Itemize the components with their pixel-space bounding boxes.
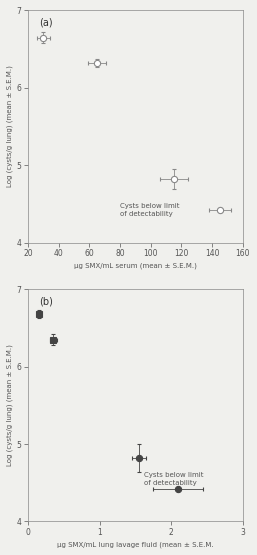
- Text: Cysts below limit
of detectability: Cysts below limit of detectability: [120, 203, 180, 217]
- X-axis label: μg SMX/mL serum (mean ± S.E.M.): μg SMX/mL serum (mean ± S.E.M.): [74, 263, 197, 269]
- Text: Cysts below limit
of detectability: Cysts below limit of detectability: [144, 472, 204, 486]
- Text: (a): (a): [39, 17, 52, 27]
- Text: (b): (b): [39, 296, 53, 306]
- Y-axis label: Log (cysts/g lung) (mean ± S.E.M.): Log (cysts/g lung) (mean ± S.E.M.): [7, 345, 13, 466]
- Y-axis label: Log (cysts/g lung) (mean ± S.E.M.): Log (cysts/g lung) (mean ± S.E.M.): [7, 65, 13, 188]
- X-axis label: μg SMX/mL lung lavage fluid (mean ± S.E.M.: μg SMX/mL lung lavage fluid (mean ± S.E.…: [57, 542, 214, 548]
